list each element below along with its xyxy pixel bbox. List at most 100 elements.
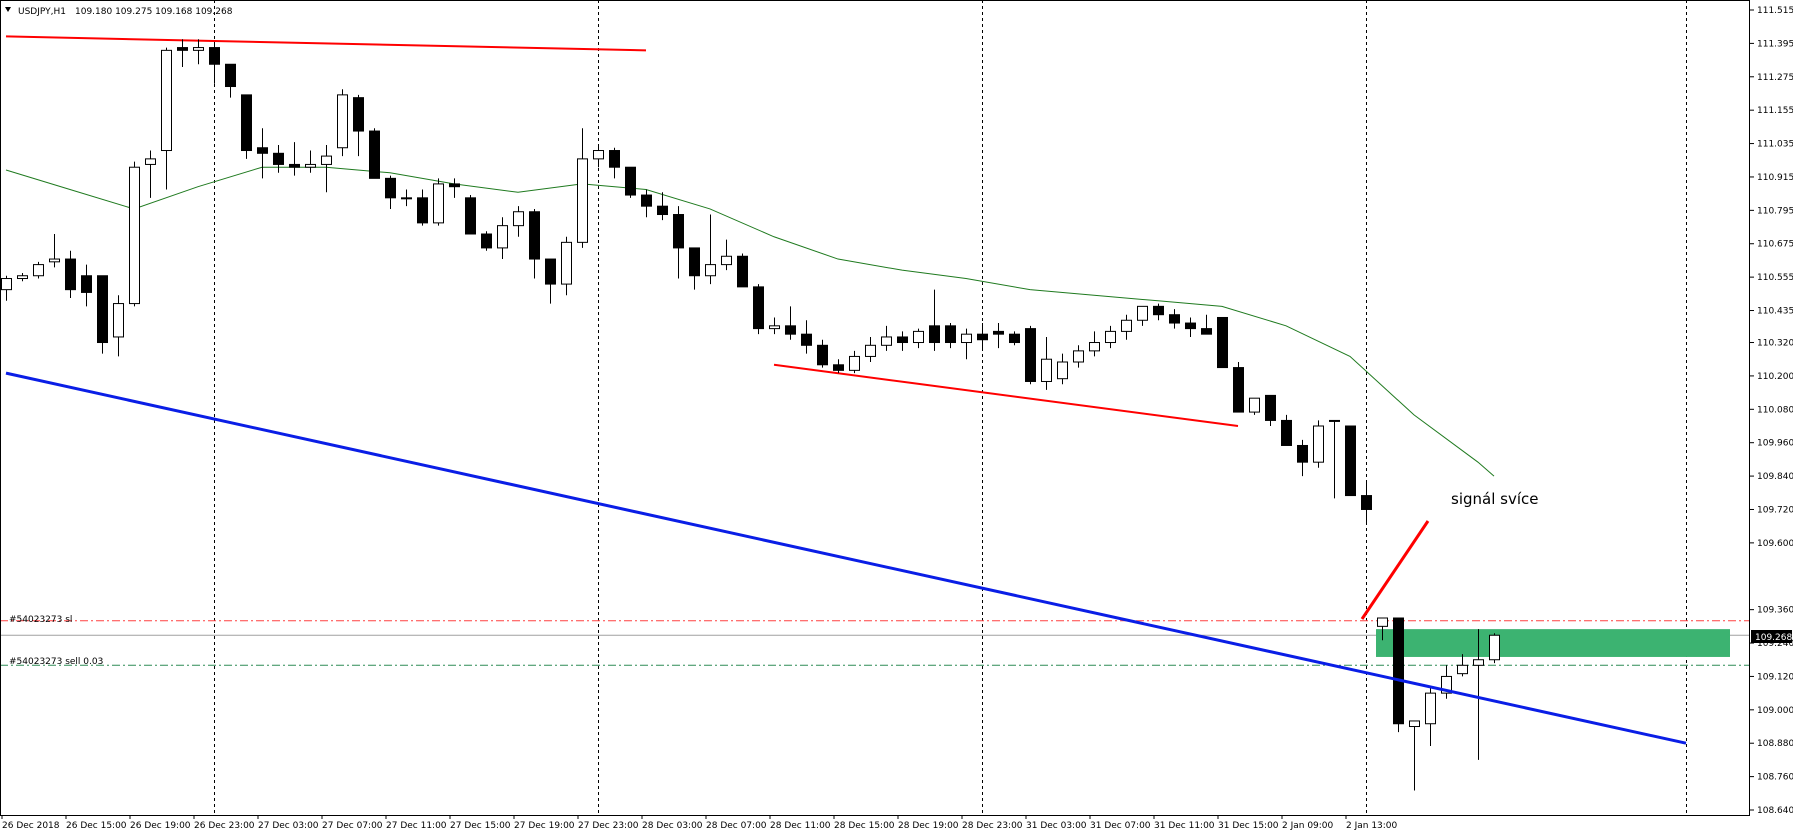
candle-body (225, 63, 236, 88)
dropdown-triangle-icon[interactable] (5, 7, 11, 12)
x-tick-label: 31 Dec 03:00 (1026, 821, 1087, 831)
candle-body (145, 158, 156, 165)
candle (1105, 325, 1116, 349)
candle-body (673, 214, 684, 249)
candle (865, 336, 876, 362)
candle (1409, 720, 1420, 791)
candle (369, 128, 380, 179)
candle-body (1393, 617, 1404, 725)
candle-body (737, 255, 748, 288)
symbol-label: USDJPY,H1 (18, 7, 66, 17)
candle-body (1441, 675, 1452, 694)
candle-body (97, 275, 108, 344)
candle-body (1041, 358, 1052, 382)
candle (241, 94, 252, 159)
candle-body (1473, 659, 1484, 666)
y-tick-label: 110.915 (1757, 173, 1793, 183)
candle-body (1153, 305, 1164, 316)
candle-body (817, 344, 828, 366)
candle-body (801, 333, 812, 346)
annotation-text: signál svíce (1451, 490, 1538, 508)
candle-body (945, 325, 956, 344)
candle-body (113, 303, 124, 338)
candle-body (1137, 305, 1148, 321)
candle (1009, 331, 1020, 346)
candle (225, 63, 236, 98)
x-tick-label: 28 Dec 19:00 (898, 821, 959, 831)
candle (1121, 314, 1132, 340)
candle (1361, 481, 1372, 524)
candle (1441, 665, 1452, 699)
candle (593, 144, 604, 168)
vertical-grid (214, 0, 1687, 815)
candle-body (193, 47, 204, 51)
candle-body (1409, 720, 1420, 728)
candle-body (433, 183, 444, 224)
x-tick-label: 26 Dec 2018 (2, 821, 60, 831)
candle (209, 44, 220, 84)
candle-body (529, 211, 540, 260)
candle (1073, 345, 1084, 368)
candle (913, 328, 924, 349)
x-tick-label: 28 Dec 11:00 (770, 821, 831, 831)
candle (561, 236, 572, 296)
candle (1329, 419, 1340, 499)
candle (945, 323, 956, 349)
candle (433, 178, 444, 226)
candle-body (993, 330, 1004, 335)
signal-zone-rect (1376, 629, 1730, 657)
candle-body (1185, 322, 1196, 330)
candle (897, 331, 908, 351)
candle-body (305, 163, 316, 168)
candle-body (337, 94, 348, 149)
candle (129, 161, 140, 307)
y-tick-label: 110.080 (1757, 405, 1793, 415)
candle-body (1089, 342, 1100, 352)
candle (257, 128, 268, 179)
y-tick-label: 109.840 (1757, 472, 1793, 482)
candle-body (1345, 425, 1356, 497)
candle (1425, 687, 1436, 746)
candle-body (1249, 397, 1260, 413)
candle-body (481, 233, 492, 249)
candle-body (1425, 692, 1436, 725)
candle-body (769, 325, 780, 330)
candle (1489, 633, 1500, 664)
candle (337, 89, 348, 157)
candle-body (1169, 314, 1180, 324)
candle-body (1281, 419, 1292, 446)
candle (1041, 336, 1052, 390)
candle-body (161, 49, 172, 152)
candle-body (753, 286, 764, 330)
candle (513, 206, 524, 237)
candle (81, 264, 92, 307)
sell-order-label: #54023273 sell 0.03 (9, 657, 103, 667)
candle (1057, 353, 1068, 385)
candle-body (609, 150, 620, 168)
candle (1377, 617, 1388, 641)
candle-body (849, 355, 860, 371)
candle-body (913, 330, 924, 344)
x-tick-label: 28 Dec 15:00 (834, 821, 895, 831)
y-tick-label: 110.320 (1757, 339, 1793, 349)
x-tick-label: 28 Dec 03:00 (642, 821, 703, 831)
trendline (5, 371, 1687, 745)
candle-body (1, 278, 12, 291)
candle-body (977, 333, 988, 341)
candle (97, 275, 108, 354)
candle-body (241, 94, 252, 152)
candle (1, 275, 12, 301)
candle (881, 325, 892, 351)
x-tick-label: 26 Dec 23:00 (194, 821, 255, 831)
candle-body (1105, 330, 1116, 344)
candle (1137, 305, 1148, 326)
x-tick-label: 2 Jan 09:00 (1282, 821, 1334, 831)
candle-body (1009, 333, 1020, 344)
candle-body (545, 258, 556, 285)
candle-body (593, 150, 604, 160)
candle (113, 295, 124, 357)
candle (1153, 303, 1164, 321)
candle (145, 150, 156, 198)
candle (465, 195, 476, 235)
